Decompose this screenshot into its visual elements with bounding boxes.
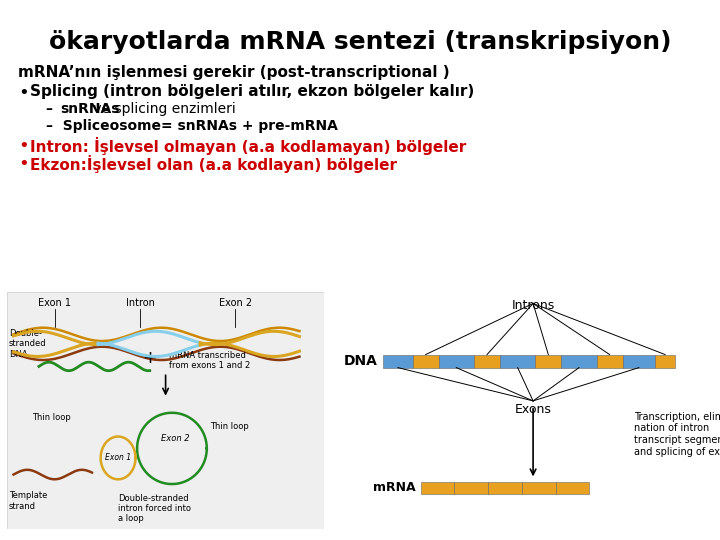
Text: ökaryotlarda mRNA sentezi (transkripsiyon): ökaryotlarda mRNA sentezi (transkripsiyo… — [49, 30, 671, 54]
FancyBboxPatch shape — [596, 355, 623, 368]
Text: •: • — [18, 155, 29, 173]
Text: Exon 2: Exon 2 — [219, 298, 252, 308]
FancyBboxPatch shape — [488, 482, 522, 494]
Text: mRNA’nın işlenmesi gerekir (post-transcriptional ): mRNA’nın işlenmesi gerekir (post-transcr… — [18, 65, 449, 80]
Text: snRNAs: snRNAs — [60, 102, 120, 116]
FancyBboxPatch shape — [474, 355, 500, 368]
FancyBboxPatch shape — [535, 355, 562, 368]
Text: –: – — [46, 102, 63, 116]
FancyBboxPatch shape — [623, 355, 655, 368]
FancyBboxPatch shape — [562, 355, 596, 368]
Text: DNA: DNA — [344, 354, 378, 368]
Text: –  Spliceosome= snRNAs + pre-mRNA: – Spliceosome= snRNAs + pre-mRNA — [46, 119, 338, 133]
FancyBboxPatch shape — [413, 355, 438, 368]
Text: Intron: İşlevsel olmayan (a.a kodlamayan) bölgeler: Intron: İşlevsel olmayan (a.a kodlamayan… — [30, 137, 467, 155]
Text: ve splicing enzimleri: ve splicing enzimleri — [89, 102, 235, 116]
FancyBboxPatch shape — [655, 355, 675, 368]
FancyBboxPatch shape — [556, 482, 589, 494]
Text: mRNA: mRNA — [372, 481, 415, 494]
FancyBboxPatch shape — [438, 355, 474, 368]
Text: Introns: Introns — [511, 299, 554, 312]
FancyBboxPatch shape — [383, 355, 413, 368]
Text: Thin loop: Thin loop — [210, 422, 248, 431]
Text: Template
strand: Template strand — [9, 491, 47, 511]
Text: •: • — [18, 137, 29, 155]
Text: •: • — [18, 84, 29, 102]
Text: Exons: Exons — [515, 403, 552, 416]
Text: Exon 1: Exon 1 — [38, 298, 71, 308]
Text: Ekzon:İşlevsel olan (a.a kodlayan) bölgeler: Ekzon:İşlevsel olan (a.a kodlayan) bölge… — [30, 155, 397, 173]
FancyBboxPatch shape — [500, 355, 535, 368]
Text: mRNA transcribed
from exons 1 and 2: mRNA transcribed from exons 1 and 2 — [168, 351, 250, 370]
FancyBboxPatch shape — [522, 482, 556, 494]
Text: Thin loop: Thin loop — [32, 413, 71, 422]
FancyBboxPatch shape — [7, 292, 324, 529]
FancyBboxPatch shape — [454, 482, 488, 494]
Text: Splicing (intron bölgeleri atılır, ekzon bölgeler kalır): Splicing (intron bölgeleri atılır, ekzon… — [30, 84, 474, 99]
Text: Exon 1: Exon 1 — [105, 453, 131, 462]
Text: Exon 2: Exon 2 — [161, 434, 189, 443]
Text: Double-
stranded
DNA: Double- stranded DNA — [9, 329, 46, 359]
Text: Transcription, elimi-
nation of intron
transcript segments,
and splicing of exon: Transcription, elimi- nation of intron t… — [634, 412, 720, 456]
Text: Intron: Intron — [126, 298, 155, 308]
FancyBboxPatch shape — [420, 482, 454, 494]
Text: +: + — [143, 349, 157, 367]
Text: Double-stranded
intron forced into
a loop: Double-stranded intron forced into a loo… — [118, 494, 191, 523]
